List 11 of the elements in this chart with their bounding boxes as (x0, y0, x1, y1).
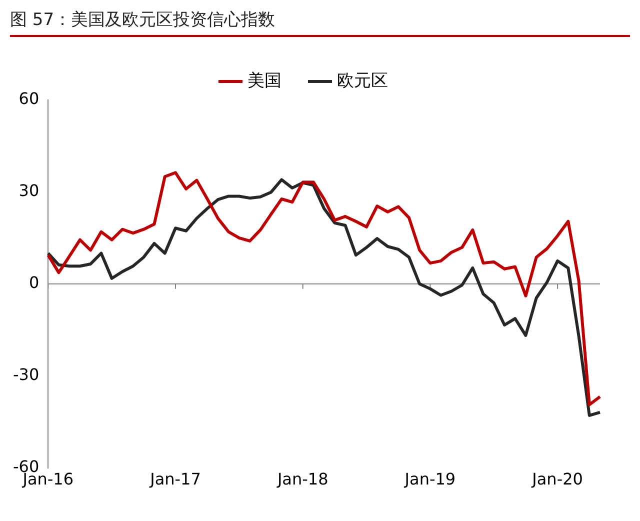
y-tick-label: 60 (18, 89, 40, 108)
chart-title: 图 57：美国及欧元区投资信心指数 (10, 8, 630, 37)
y-tick-label: 0 (28, 273, 40, 292)
x-tick-label: Jan-18 (276, 470, 328, 489)
y-tick-label: 30 (18, 181, 40, 200)
legend-label: 美国 (248, 70, 282, 91)
legend-label: 欧元区 (337, 70, 388, 91)
x-tick-label: Jan-17 (149, 470, 201, 489)
y-tick-label: -30 (12, 365, 40, 384)
x-tick-label: Jan-19 (404, 470, 456, 489)
x-tick-label: Jan-20 (531, 470, 583, 489)
